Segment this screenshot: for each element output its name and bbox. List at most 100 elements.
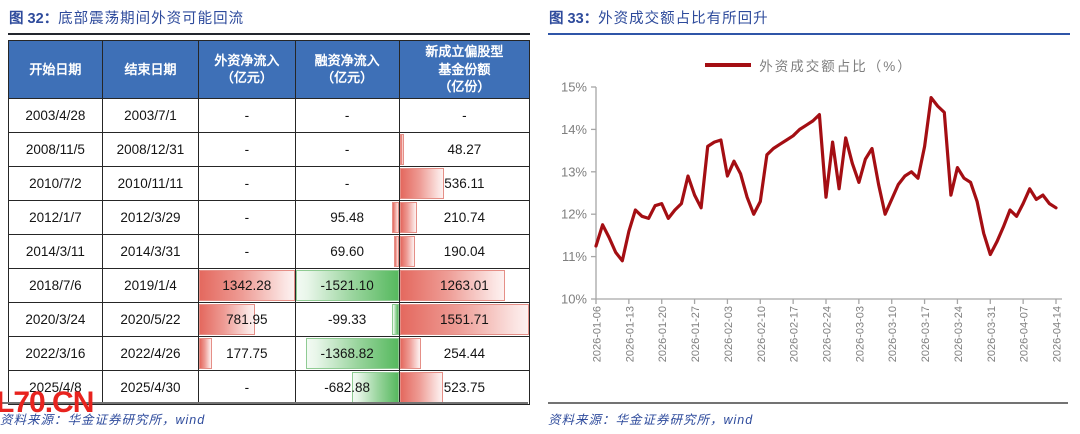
watermark: L70.CN xyxy=(0,386,94,419)
cell-value: 254.44 xyxy=(443,345,485,361)
figure-33-title: 图 33：外资成交额占比有所回升 xyxy=(548,5,1070,35)
table-cell: 2003/7/1 xyxy=(101,97,200,133)
table-cell: -99.33 xyxy=(294,301,400,337)
table-cell: 2014/3/11 xyxy=(8,233,103,269)
chart-legend: 外资成交额占比（%） xyxy=(548,55,1070,75)
data-bar xyxy=(399,235,416,267)
column-header-0: 开始日期 xyxy=(8,40,103,99)
table-cell: 210.74 xyxy=(398,199,531,235)
cell-value: 1342.28 xyxy=(222,277,272,293)
y-tick-label: 10% xyxy=(561,292,587,307)
data-bar xyxy=(305,337,399,369)
y-tick-label: 11% xyxy=(562,249,587,264)
cell-value: - xyxy=(344,107,350,123)
table-row: 2008/11/5 2008/12/31 - - 48.27 xyxy=(8,131,531,167)
data-bar xyxy=(399,269,505,301)
cell-value: - xyxy=(244,141,250,157)
x-tick-label: 2026-03-31 xyxy=(986,306,998,362)
cell-value: 2012/1/7 xyxy=(29,209,82,225)
cell-value: - xyxy=(344,175,350,191)
figure-32-label: 图 32： xyxy=(9,11,59,27)
table-cell: - xyxy=(198,131,296,167)
table-cell: 536.11 xyxy=(398,165,531,201)
data-bar xyxy=(399,167,445,199)
table-row: 2012/1/7 2012/3/29 - 95.48 210.74 xyxy=(8,199,531,235)
table-cell: 781.95 xyxy=(198,301,296,337)
figure-32-panel: 图 32：底部震荡期间外资可能回流 开始日期 结束日期 外资净流入 （亿元） 融资净流… xyxy=(0,11,531,427)
cell-value: 2025/4/30 xyxy=(120,379,181,395)
cell-value: 48.27 xyxy=(447,141,482,157)
table-cell: 95.48 xyxy=(294,199,400,235)
data-bar xyxy=(295,269,399,301)
cell-value: 2003/4/28 xyxy=(25,107,86,123)
cell-value: 2012/3/29 xyxy=(120,209,181,225)
y-axis-labels: 15% 14% 13% 12% 11% 10% xyxy=(561,80,587,307)
cell-value: -682.88 xyxy=(324,379,370,395)
table-row: 2003/4/28 2003/7/1 - - - xyxy=(8,97,531,133)
data-bar xyxy=(392,201,399,233)
cell-value: 69.60 xyxy=(330,243,364,259)
legend-label: 外资成交额占比（%） xyxy=(759,59,913,74)
y-tick-label: 13% xyxy=(561,164,587,179)
table-cell: 2025/4/30 xyxy=(101,369,200,405)
cell-value: 781.95 xyxy=(226,311,268,327)
x-tick-label: 2026-01-27 xyxy=(690,306,702,362)
table-cell: 2020/5/22 xyxy=(101,301,200,337)
table-cell: 190.04 xyxy=(398,233,531,269)
figure-33-footer: 资料来源：华金证券研究所，wind xyxy=(548,402,1068,428)
axes xyxy=(591,86,1062,304)
line-chart: 15%14%13%12%11%10%2026-01-06 2026-01-13 20… xyxy=(561,80,1064,363)
figure-33-label: 图 33： xyxy=(549,11,599,27)
table-cell: 2019/1/4 xyxy=(101,267,200,303)
table-cell: - xyxy=(198,369,296,405)
table-row: 2018/7/6 2019/1/4 1342.28 -1521.10 1263.01 xyxy=(8,267,531,303)
table-cell: -682.88 xyxy=(294,369,400,405)
cell-value: 2019/1/4 xyxy=(124,277,177,293)
table-cell: 1263.01 xyxy=(398,267,531,303)
table-cell: 2012/1/7 xyxy=(8,199,103,235)
table-cell: 2018/7/6 xyxy=(8,267,103,303)
cell-value: 95.48 xyxy=(330,209,364,225)
cell-value: 2025/4/8 xyxy=(29,379,82,395)
data-bar xyxy=(392,303,399,335)
cell-value: - xyxy=(244,175,250,191)
table-cell: 48.27 xyxy=(398,131,531,167)
table-cell: 2008/12/31 xyxy=(101,131,200,167)
x-tick-label: 2026-03-24 xyxy=(953,306,965,362)
table-cell: 2022/3/16 xyxy=(8,335,103,371)
x-tick-label: 2026-01-06 xyxy=(592,306,604,362)
cell-value: 2010/11/11 xyxy=(117,175,184,191)
table-cell: -1368.82 xyxy=(294,335,400,371)
cell-value: 2008/11/5 xyxy=(25,141,85,157)
x-tick-label: 2026-01-20 xyxy=(657,306,669,362)
y-tick-label: 12% xyxy=(561,207,587,222)
cell-value: 2008/12/31 xyxy=(116,141,185,157)
x-tick-label: 2026-03-03 xyxy=(854,306,866,362)
cell-value: 2014/3/11 xyxy=(25,243,85,259)
series-line xyxy=(594,96,1058,263)
table-cell: - xyxy=(294,131,400,167)
table-cell: - xyxy=(198,233,296,269)
x-tick-label: 2026-03-10 xyxy=(887,306,899,362)
table-cell: -1521.10 xyxy=(294,267,400,303)
cell-value: 190.04 xyxy=(443,243,485,259)
column-header-2: 外资净流入 （亿元） xyxy=(198,40,296,99)
cell-value: 2014/3/31 xyxy=(120,243,181,259)
table-cell: 177.75 xyxy=(198,335,296,371)
table-row: 2010/7/2 2010/11/11 - - 536.11 xyxy=(8,165,531,201)
x-tick-label: 2026-02-24 xyxy=(822,306,834,362)
cell-value: 2003/7/1 xyxy=(124,107,177,123)
cell-value: - xyxy=(344,141,350,157)
table-cell: 1551.71 xyxy=(398,301,531,337)
data-bar xyxy=(352,371,399,403)
x-axis-labels: 2026-01-06 2026-01-13 2026-01-20 2026-01-27… xyxy=(592,306,1064,362)
x-tick-label: 2026-02-17 xyxy=(789,306,801,362)
x-tick-label: 2026-04-14 xyxy=(1052,306,1064,362)
table-cell: 2012/3/29 xyxy=(101,199,200,235)
table-cell: - xyxy=(198,199,296,235)
data-bar xyxy=(199,337,212,369)
x-tick-label: 2026-04-07 xyxy=(1019,306,1031,362)
x-tick-label: 2026-02-03 xyxy=(723,306,735,362)
column-header-4: 新成立偏股型 基金份额 （亿份） xyxy=(398,40,531,99)
